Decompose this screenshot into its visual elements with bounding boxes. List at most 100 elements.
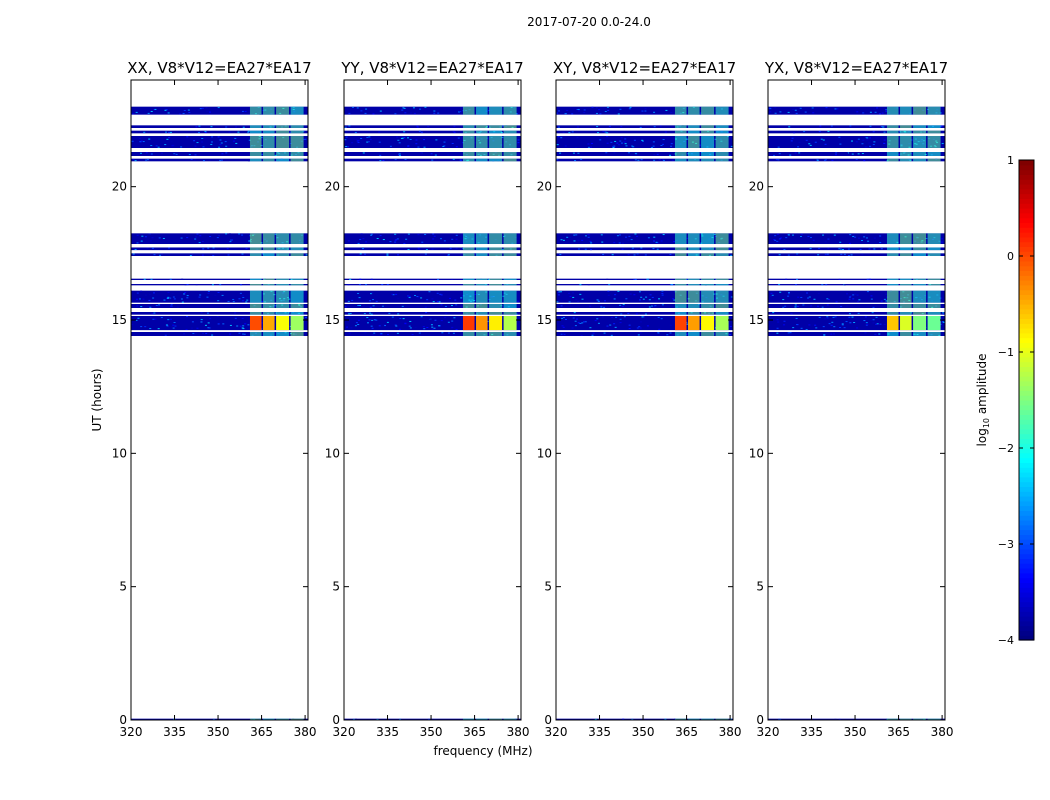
noise-pixel xyxy=(357,242,360,244)
noise-pixel xyxy=(447,154,450,156)
noise-pixel xyxy=(910,139,913,141)
noise-pixel xyxy=(235,142,238,144)
data-band xyxy=(344,278,521,280)
noise-pixel xyxy=(150,145,153,147)
noise-pixel xyxy=(620,313,623,315)
colorbar-segment xyxy=(1019,544,1034,550)
rfi-cell xyxy=(886,312,899,315)
noise-pixel xyxy=(597,322,600,324)
noise-pixel xyxy=(671,159,674,161)
rfi-cell xyxy=(462,136,475,148)
rfi-cell xyxy=(476,233,488,244)
noise-pixel xyxy=(564,145,567,147)
noise-pixel xyxy=(154,108,157,110)
rfi-cell xyxy=(462,253,475,256)
noise-pixel xyxy=(394,324,397,326)
colorbar-segment xyxy=(1019,270,1034,276)
noise-pixel xyxy=(787,295,790,297)
rfi-cell xyxy=(290,233,304,244)
noise-pixel xyxy=(942,312,945,314)
noise-pixel xyxy=(190,327,193,329)
noise-pixel xyxy=(794,152,797,154)
noise-pixel xyxy=(773,154,776,156)
noise-pixel xyxy=(581,298,584,300)
noise-pixel xyxy=(858,299,861,301)
noise-pixel xyxy=(839,143,842,145)
noise-pixel xyxy=(241,110,244,112)
noise-pixel xyxy=(566,109,569,111)
noise-pixel xyxy=(572,296,575,298)
rfi-cell xyxy=(276,278,290,280)
rfi-cell xyxy=(900,233,912,244)
noise-pixel xyxy=(816,159,819,161)
noise-pixel xyxy=(195,236,198,238)
noise-pixel xyxy=(455,234,458,236)
noise-pixel xyxy=(204,324,207,326)
rfi-cell xyxy=(263,718,275,720)
rfi-cell xyxy=(900,304,912,308)
noise-pixel xyxy=(181,301,184,303)
noise-pixel xyxy=(379,160,382,162)
rfi-cell xyxy=(503,284,517,286)
colorbar-segment xyxy=(1019,520,1034,526)
colorbar-tick-label: 1 xyxy=(1007,154,1014,167)
noise-pixel xyxy=(635,153,638,155)
noise-pixel xyxy=(613,298,616,300)
rfi-cell xyxy=(913,290,927,303)
rfi-cell xyxy=(489,136,503,148)
noise-pixel xyxy=(167,296,170,298)
noise-pixel xyxy=(157,328,160,330)
noise-pixel xyxy=(248,240,251,242)
noise-pixel xyxy=(358,297,361,299)
noise-pixel xyxy=(834,718,837,720)
noise-pixel xyxy=(595,112,598,114)
noise-pixel xyxy=(664,718,667,720)
noise-pixel xyxy=(207,292,210,294)
noise-pixel xyxy=(698,144,701,146)
noise-pixel xyxy=(838,718,841,720)
noise-pixel xyxy=(168,247,171,249)
noise-pixel xyxy=(851,140,854,142)
noise-pixel xyxy=(289,131,292,133)
x-tick-label: 380 xyxy=(719,725,742,739)
noise-pixel xyxy=(443,240,446,242)
noise-pixel xyxy=(351,106,354,108)
noise-pixel xyxy=(560,137,563,139)
noise-pixel xyxy=(772,312,775,314)
noise-pixel xyxy=(364,332,367,334)
noise-pixel xyxy=(575,318,578,320)
noise-pixel xyxy=(614,294,617,296)
noise-pixel xyxy=(238,332,241,334)
noise-pixel xyxy=(826,316,829,318)
data-band xyxy=(768,152,945,156)
rfi-cell xyxy=(900,106,912,115)
noise-pixel xyxy=(244,111,247,113)
noise-pixel xyxy=(144,326,147,328)
panel-title: XX, V8*V12=EA27*EA17 xyxy=(127,59,311,77)
colorbar-frame xyxy=(1018,159,1035,641)
rfi-cell xyxy=(886,136,899,148)
noise-pixel xyxy=(942,313,945,315)
colorbar-segment xyxy=(1019,284,1034,291)
data-band xyxy=(344,130,521,134)
noise-pixel xyxy=(232,140,235,142)
noise-pixel xyxy=(821,306,824,308)
noise-pixel xyxy=(418,248,421,250)
noise-pixel xyxy=(634,278,637,280)
noise-pixel xyxy=(572,108,575,110)
noise-pixel xyxy=(814,324,817,326)
noise-pixel xyxy=(873,141,876,143)
noise-pixel xyxy=(454,299,457,301)
rfi-cell xyxy=(701,152,715,156)
noise-pixel xyxy=(661,294,664,296)
noise-pixel xyxy=(235,108,238,110)
noise-pixel xyxy=(881,112,884,114)
noise-pixel xyxy=(562,131,565,133)
noise-pixel xyxy=(641,140,644,142)
noise-pixel xyxy=(866,137,869,139)
x-tick-label: 350 xyxy=(632,725,655,739)
rfi-cell xyxy=(674,106,687,115)
noise-pixel xyxy=(633,278,636,280)
noise-pixel xyxy=(197,131,200,133)
noise-pixel xyxy=(517,139,520,141)
